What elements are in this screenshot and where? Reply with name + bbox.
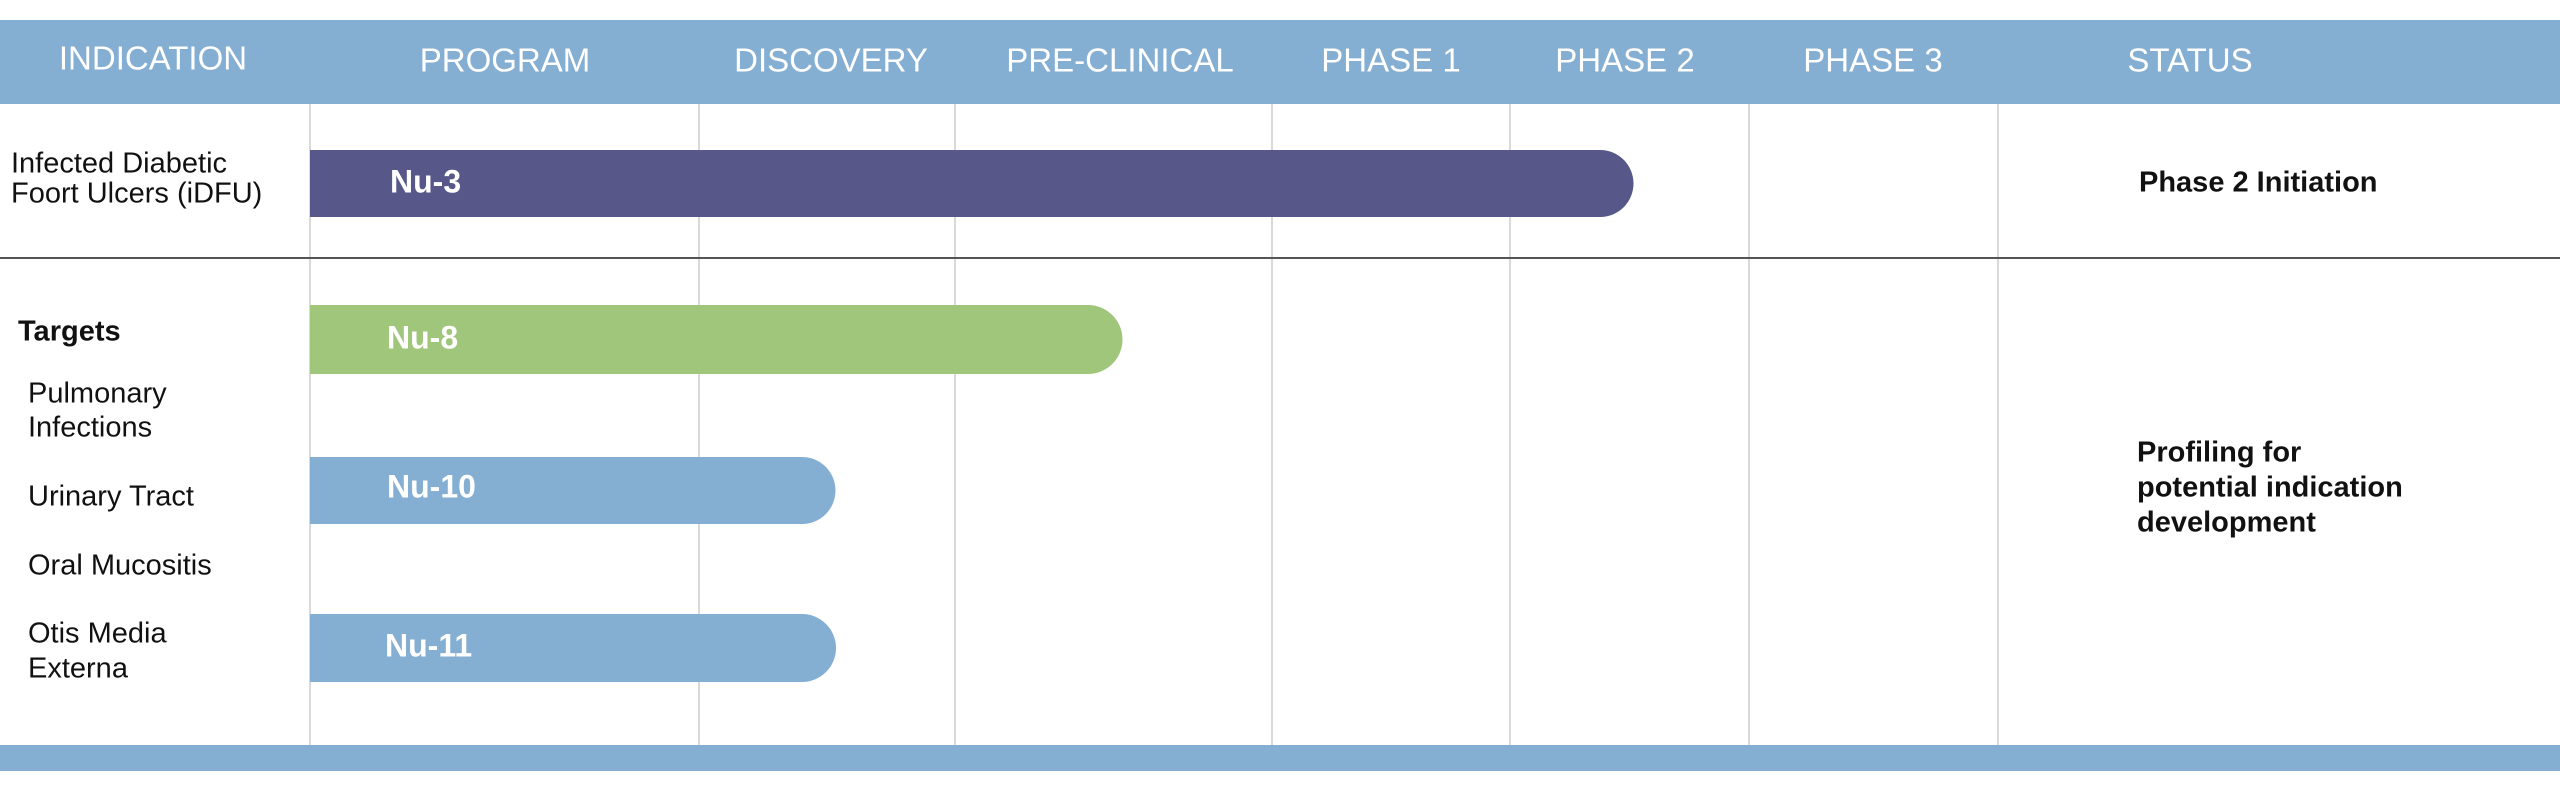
header-band (0, 20, 2560, 104)
header-cell: PROGRAM (420, 42, 591, 79)
program-bar (310, 305, 1123, 374)
program-bar (310, 150, 1634, 217)
target: Externa (28, 653, 129, 685)
header-cell: PHASE 3 (1803, 42, 1942, 79)
target: Infections (28, 412, 152, 444)
targets-title: Targets (18, 316, 121, 348)
header-cell: PHASE 1 (1321, 42, 1460, 79)
target: Otis Media (28, 618, 167, 650)
program-bar (310, 614, 836, 682)
target: Pulmonary (28, 378, 167, 410)
program-label: Nu-11 (385, 627, 472, 663)
program-bar (310, 456, 836, 524)
target: Oral Mucositis (28, 550, 212, 582)
status: development (2137, 507, 2316, 539)
header-cell: STATUS (2127, 42, 2252, 79)
indication: Infected Diabetic (11, 148, 227, 180)
header-cell: INDICATION (59, 40, 247, 77)
program-label: Nu-3 (390, 163, 461, 199)
header-cell: DISCOVERY (734, 42, 928, 79)
indication: Foort Ulcers (iDFU) (11, 178, 262, 210)
header-cell: PHASE 2 (1555, 42, 1694, 79)
status: Phase 2 Initiation (2139, 167, 2378, 199)
status: Profiling for (2137, 437, 2301, 469)
target: Urinary Tract (28, 481, 194, 513)
program-label: Nu-10 (387, 468, 476, 504)
footer-band (0, 745, 2560, 771)
header-cell: PRE-CLINICAL (1006, 42, 1233, 79)
status: potential indication (2137, 472, 2403, 504)
program-label: Nu-8 (387, 319, 458, 355)
